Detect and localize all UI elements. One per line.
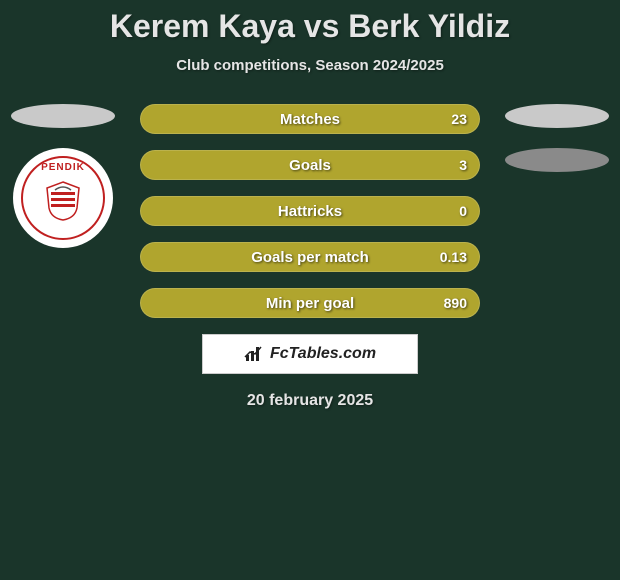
right-player-oval-1 xyxy=(505,104,609,128)
stat-label: Goals xyxy=(289,157,331,174)
right-player-oval-2 xyxy=(505,148,609,172)
club-shield-icon xyxy=(41,178,85,222)
club-name-text: PENDIK xyxy=(41,162,85,173)
left-club-logo: PENDIK xyxy=(13,148,113,248)
page-title: Kerem Kaya vs Berk Yildiz xyxy=(0,0,620,45)
brand-box: FcTables.com xyxy=(202,334,418,374)
stat-row: Min per goal 890 xyxy=(140,288,480,318)
chart-icon xyxy=(244,345,264,363)
stat-value-right: 0.13 xyxy=(440,249,467,265)
stat-bars-container: Matches 23 Goals 3 Hattricks 0 Goals per match… xyxy=(140,104,480,318)
stat-label: Min per goal xyxy=(266,295,354,312)
left-player-column: PENDIK xyxy=(8,104,118,248)
stat-row: Hattricks 0 xyxy=(140,196,480,226)
stat-row: Goals per match 0.13 xyxy=(140,242,480,272)
stat-value-right: 890 xyxy=(444,295,467,311)
page-subtitle: Club competitions, Season 2024/2025 xyxy=(0,57,620,74)
comparison-content: PENDIK Matches 23 Goals 3 Hattricks 0 Goals pe… xyxy=(0,104,620,410)
stat-row: Goals 3 xyxy=(140,150,480,180)
stat-label: Hattricks xyxy=(278,203,342,220)
stat-label: Goals per match xyxy=(251,249,369,266)
stat-label: Matches xyxy=(280,111,340,128)
stat-value-right: 3 xyxy=(459,157,467,173)
stat-row: Matches 23 xyxy=(140,104,480,134)
brand-text: FcTables.com xyxy=(270,345,376,363)
stat-value-right: 23 xyxy=(451,111,467,127)
left-player-oval xyxy=(11,104,115,128)
date-text: 20 february 2025 xyxy=(0,392,620,410)
right-player-column xyxy=(502,104,612,192)
stat-value-right: 0 xyxy=(459,203,467,219)
club-logo-ring: PENDIK xyxy=(21,156,105,240)
